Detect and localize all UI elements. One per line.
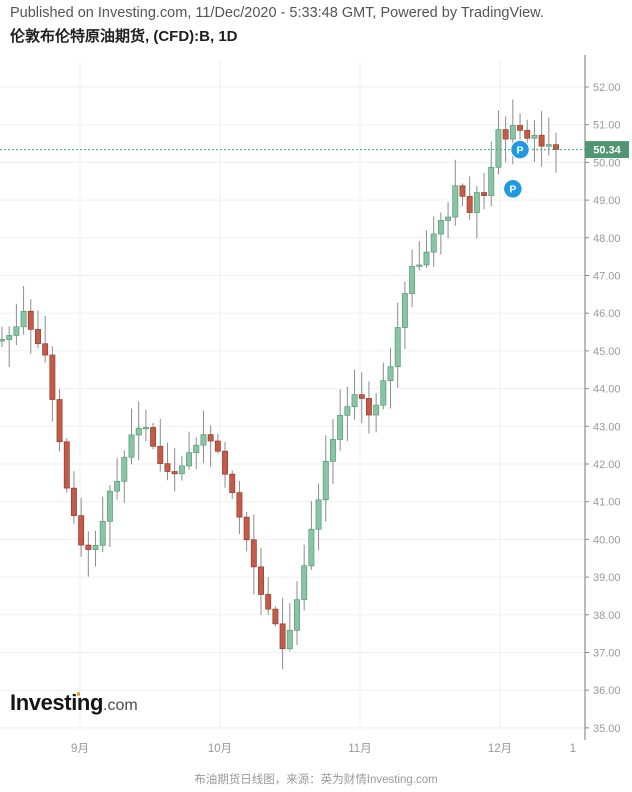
- svg-text:35.00: 35.00: [593, 723, 621, 735]
- svg-text:12月: 12月: [488, 743, 512, 755]
- svg-text:38.00: 38.00: [593, 610, 621, 622]
- svg-text:11月: 11月: [348, 743, 371, 755]
- svg-text:9月: 9月: [71, 743, 89, 755]
- svg-text:42.00: 42.00: [593, 459, 621, 471]
- svg-text:P: P: [509, 183, 516, 195]
- svg-text:51.00: 51.00: [593, 120, 621, 132]
- svg-text:39.00: 39.00: [593, 572, 621, 584]
- svg-text:40.00: 40.00: [593, 534, 621, 546]
- svg-text:50.34: 50.34: [593, 145, 621, 157]
- svg-text:1: 1: [570, 743, 576, 755]
- svg-text:50.00: 50.00: [593, 157, 621, 169]
- svg-text:52.00: 52.00: [593, 82, 621, 94]
- svg-text:48.00: 48.00: [593, 233, 621, 245]
- svg-text:10月: 10月: [208, 743, 232, 755]
- svg-text:46.00: 46.00: [593, 308, 621, 320]
- svg-text:43.00: 43.00: [593, 421, 621, 433]
- svg-text:41.00: 41.00: [593, 497, 621, 509]
- svg-text:45.00: 45.00: [593, 346, 621, 358]
- svg-text:37.00: 37.00: [593, 647, 621, 659]
- svg-text:49.00: 49.00: [593, 195, 621, 207]
- svg-text:44.00: 44.00: [593, 384, 621, 396]
- svg-text:P: P: [517, 144, 524, 156]
- svg-text:47.00: 47.00: [593, 270, 621, 282]
- svg-text:36.00: 36.00: [593, 685, 621, 697]
